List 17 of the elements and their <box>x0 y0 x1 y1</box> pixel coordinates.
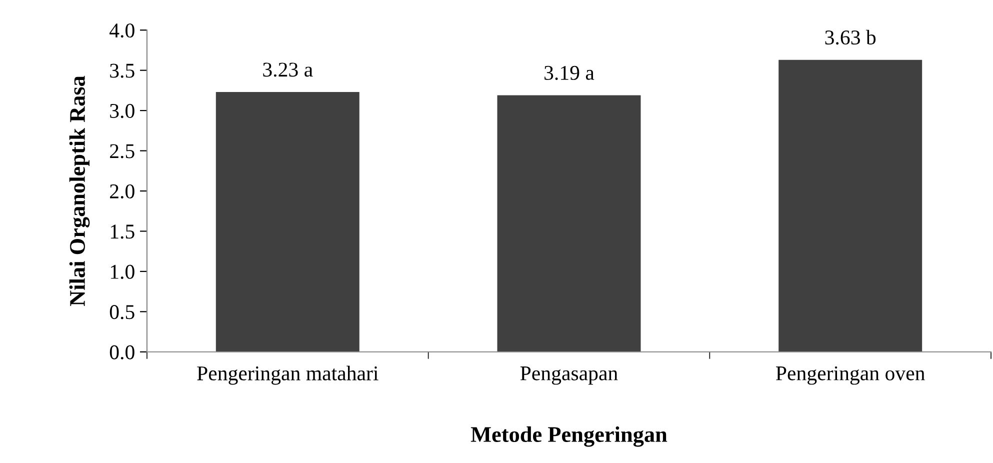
y-tick-label: 4.0 <box>110 23 134 38</box>
y-tick-label: 1.0 <box>110 264 134 279</box>
x-axis-title: Metode Pengeringan <box>470 426 668 447</box>
y-tick-label: 2.0 <box>110 184 134 199</box>
data-label: 3.19 a <box>544 66 594 80</box>
y-tick-label: 3.5 <box>110 64 134 78</box>
y-axis-title: Nilai Organoleptik Rasa <box>69 76 90 306</box>
y-tick-label: 0.0 <box>110 345 134 360</box>
x-tick-label: Pengeringan oven <box>776 366 925 385</box>
y-tick-label: 1.5 <box>110 224 134 239</box>
y-tick-label: 0.5 <box>110 305 134 320</box>
y-tick-label: 2.5 <box>110 144 134 158</box>
x-tick-label: Pengeringan matahari <box>197 366 378 385</box>
x-tick-label: Pengasapan <box>520 366 618 385</box>
data-label: 3.23 a <box>263 62 313 77</box>
data-label: 3.63 b <box>825 30 876 45</box>
y-tick-label: 3.0 <box>110 104 134 118</box>
